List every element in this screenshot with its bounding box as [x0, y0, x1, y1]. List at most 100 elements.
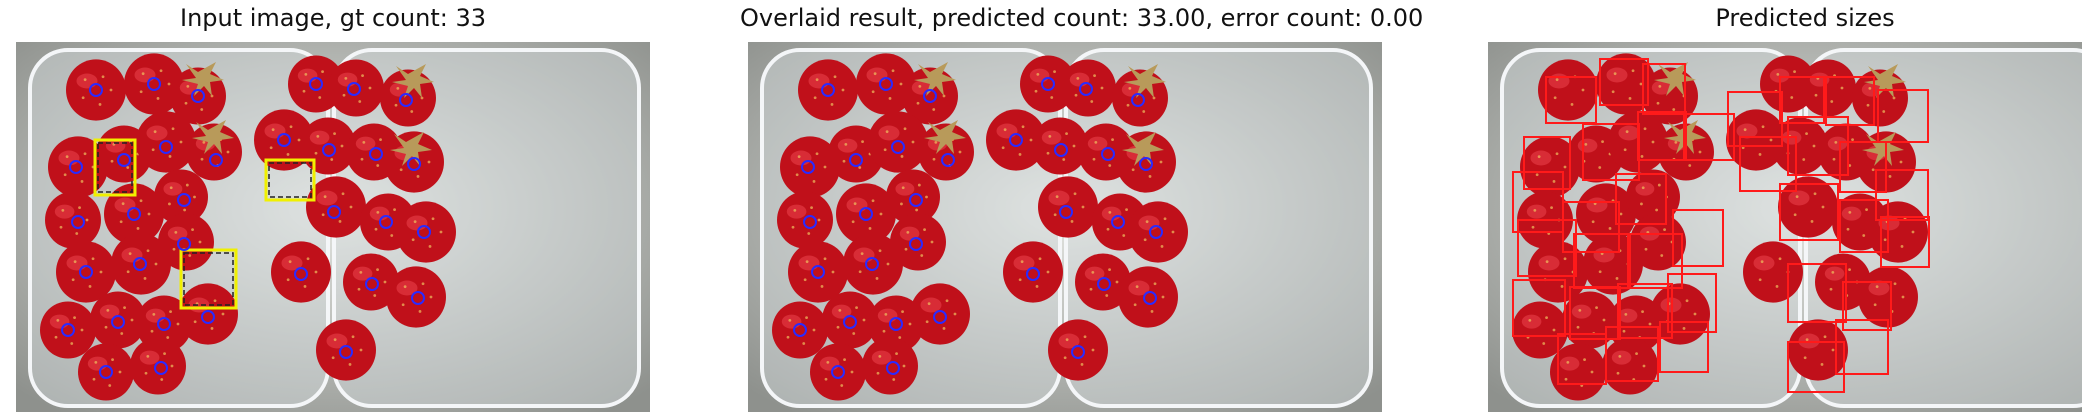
calyx: [1122, 132, 1164, 166]
size-box: [1569, 286, 1621, 340]
size-box: [1779, 76, 1825, 124]
size-box: [1545, 76, 1597, 124]
size-box: [1562, 201, 1620, 253]
point-marker: [407, 157, 421, 171]
point-marker: [793, 323, 807, 337]
strawberry: [1800, 59, 1856, 117]
strawberry: [1858, 266, 1918, 328]
point-marker: [177, 237, 191, 251]
point-marker: [127, 207, 141, 221]
size-box: [1667, 273, 1717, 333]
size-box: [1779, 183, 1839, 241]
strawberry: [78, 343, 134, 401]
strawberry: [178, 283, 238, 345]
point-marker: [821, 83, 835, 97]
strawberry: [90, 291, 146, 349]
strawberry: [56, 241, 116, 303]
point-marker: [801, 160, 815, 174]
strawberry: [316, 319, 376, 381]
calyx: [1864, 64, 1906, 98]
point-marker: [831, 365, 845, 379]
strawberry: [1630, 213, 1686, 271]
point-marker: [309, 77, 323, 91]
point-marker: [909, 193, 923, 207]
point-marker: [209, 153, 223, 167]
point-marker: [365, 277, 379, 291]
calyx: [1124, 64, 1166, 98]
size-box: [1839, 199, 1889, 253]
size-box: [1825, 76, 1875, 126]
strawberry: [158, 213, 214, 271]
size-box: [1787, 263, 1847, 323]
strawberry: [1596, 53, 1656, 115]
point-marker: [1131, 93, 1145, 107]
strawberry: [154, 169, 208, 225]
size-box: [1839, 141, 1887, 193]
photo-canvas: [748, 42, 1382, 412]
point-marker: [933, 310, 947, 324]
calyx: [1862, 132, 1904, 166]
strawberry: [1003, 241, 1063, 303]
strawberry: [1512, 301, 1568, 359]
size-box: [1835, 319, 1889, 375]
strawberry: [1743, 241, 1803, 303]
size-box: [1842, 281, 1892, 331]
size-box: [1727, 91, 1783, 147]
strawberry: [111, 233, 171, 295]
point-marker: [294, 267, 308, 281]
size-box: [1512, 279, 1566, 337]
point-marker: [69, 160, 83, 174]
size-box: [1517, 219, 1577, 277]
point-marker: [147, 77, 161, 91]
point-marker: [369, 147, 383, 161]
point-marker: [1097, 277, 1111, 291]
point-marker: [909, 237, 923, 251]
strawberry: [1550, 343, 1606, 401]
strawberry: [386, 266, 446, 328]
strawberry: [1602, 337, 1658, 395]
size-box: [1605, 326, 1659, 382]
point-marker: [191, 89, 205, 103]
strawberry: [843, 233, 903, 295]
point-marker: [843, 315, 857, 329]
point-marker: [1149, 225, 1163, 239]
strawberry: [328, 59, 384, 117]
size-box: [1787, 341, 1845, 393]
point-marker: [117, 153, 131, 167]
strawberry: [1048, 319, 1108, 381]
size-box: [1617, 283, 1673, 339]
size-box: [1683, 113, 1735, 161]
strawberry: [798, 59, 858, 121]
size-box: [1627, 233, 1683, 289]
panel-overlaid-result: Overlaid result, predicted count: 33.00,…: [740, 0, 1423, 420]
strawberry: [1112, 69, 1168, 127]
point-marker: [803, 215, 817, 229]
calyx: [192, 120, 234, 154]
point-marker: [891, 140, 905, 154]
point-marker: [89, 83, 103, 97]
strawberry: [1520, 136, 1580, 198]
strawberry: [396, 201, 456, 263]
strawberry: [822, 291, 878, 349]
point-marker: [1059, 205, 1073, 219]
point-marker: [99, 365, 113, 379]
strawberry: [1128, 201, 1188, 263]
strawberry: [890, 213, 946, 271]
strawberry: [1118, 266, 1178, 328]
point-marker: [277, 133, 291, 147]
point-marker: [886, 361, 900, 375]
strawberry: [910, 283, 970, 345]
strawberry: [836, 183, 896, 245]
point-marker: [417, 225, 431, 239]
point-marker: [859, 207, 873, 221]
exemplar-box: [179, 248, 238, 310]
panel-title: Predicted sizes: [1715, 4, 1895, 32]
photo-canvas: [16, 42, 650, 412]
point-marker: [133, 257, 147, 271]
point-marker: [399, 93, 413, 107]
exemplar-box-inner: [97, 142, 133, 193]
strawberry: [772, 301, 828, 359]
point-marker: [111, 315, 125, 329]
strawberry: [1788, 319, 1848, 381]
size-box: [1877, 89, 1929, 143]
